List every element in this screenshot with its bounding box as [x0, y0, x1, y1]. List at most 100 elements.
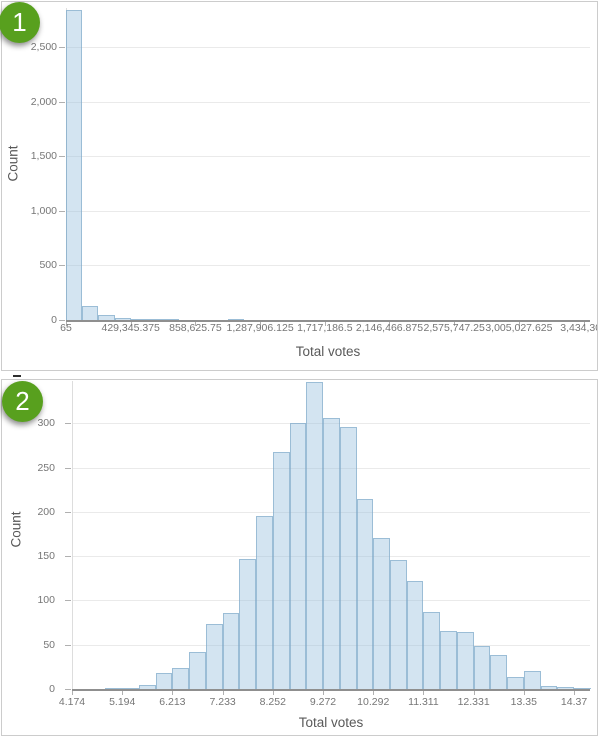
y-tick-label: 500 [39, 259, 57, 272]
x-tick-label: 5.194 [109, 696, 136, 708]
gridline [72, 556, 590, 558]
histogram-bar [323, 418, 340, 689]
x-tick-label: 6.213 [159, 696, 186, 708]
y-tick-label: 250 [37, 461, 55, 474]
x-tick [324, 321, 326, 326]
y-tick-label: 2,000 [30, 95, 57, 108]
gridline [72, 644, 590, 646]
gridline [66, 47, 590, 49]
x-tick [389, 321, 391, 326]
x-tick-label: 4.174 [58, 696, 86, 708]
histogram-bar [306, 381, 324, 689]
y-tick-mark [65, 467, 71, 469]
histogram-bar [440, 630, 457, 689]
x-tick [523, 690, 525, 695]
x-tick [518, 321, 520, 326]
histogram-bar [66, 10, 83, 320]
y-tick-label: 300 [37, 417, 55, 430]
y-tick-label: 100 [37, 594, 55, 607]
x-axis-line [72, 689, 590, 691]
histogram-bar [222, 612, 240, 689]
x-tick-label: 11.311 [408, 696, 439, 708]
x-tick [323, 690, 325, 695]
histogram-bar [98, 314, 115, 320]
histogram-bar [473, 645, 491, 689]
x-tick-label: 12.331 [457, 696, 490, 708]
y-tick-label: 2,500 [30, 41, 57, 54]
histogram-bar [523, 671, 541, 689]
histogram-bar [574, 688, 591, 690]
histogram-bar [272, 451, 290, 689]
y-tick-label: 1,500 [30, 150, 57, 163]
histogram-bar [557, 687, 575, 689]
gridline [72, 467, 590, 469]
x-tick [130, 321, 132, 326]
gridline [66, 265, 590, 267]
x-tick [122, 690, 124, 695]
y-tick-mark [65, 689, 71, 690]
histogram-bar [239, 558, 257, 689]
y-tick-label: 1,000 [30, 204, 57, 217]
histogram-bar [540, 686, 558, 689]
histogram-bar [172, 667, 190, 689]
y-tick-label: 0 [49, 683, 55, 695]
x-tick-label: 7.233 [209, 696, 236, 708]
histogram-bar [82, 306, 99, 320]
x-tick [454, 321, 456, 326]
y-tick-label: 50 [43, 638, 55, 651]
x-tick [272, 690, 274, 695]
x-tick-label: 3,005,027.625 [485, 322, 553, 334]
x-tick-label: 14.37 [560, 696, 588, 708]
y-tick-mark [59, 210, 65, 212]
x-tick-label: 858,625.75 [169, 322, 222, 334]
y-tick-mark [59, 47, 65, 49]
x-tick [260, 321, 262, 326]
gridline [66, 210, 590, 212]
x-tick [222, 690, 224, 695]
histogram-bar [138, 684, 156, 689]
histogram-bar [163, 319, 180, 321]
x-tick [423, 690, 425, 695]
x-axis-title: Total votes [295, 344, 361, 359]
histogram-bar [356, 498, 374, 689]
x-axis-title: Total votes [298, 715, 364, 730]
y-tick-mark [65, 644, 71, 646]
histogram-bar [146, 319, 164, 321]
histogram-bar [256, 515, 273, 689]
x-tick-label: 10.292 [357, 696, 390, 708]
x-tick-label: 13.35 [510, 696, 537, 708]
histogram-bar [155, 673, 173, 689]
histogram-bar [227, 319, 244, 321]
x-tick-label: 8.252 [259, 696, 286, 708]
x-tick-label: 65 [60, 322, 72, 334]
step-1-panel: 0 500 1,000 1,500 2,000 2,500 65 429,345.375 858… [1, 1, 598, 371]
step-2-panel: 0 50 100 150 200 250 300 4.174 5.194 6.213 7.233 8.… [1, 379, 598, 736]
y-tick-mark [59, 101, 65, 103]
histogram-bar [122, 688, 139, 690]
histogram-total-votes-log: 0 50 100 150 200 250 300 4.174 5.194 6.213 7.233 8.… [2, 380, 597, 735]
gridline [66, 156, 590, 158]
histogram-bar [423, 612, 441, 689]
histogram-bar [389, 559, 407, 689]
y-tick-label: 150 [37, 550, 55, 563]
histogram-bar [456, 632, 474, 689]
gridline [66, 101, 590, 103]
x-tick [66, 321, 67, 326]
x-tick [172, 690, 174, 695]
x-tick-label: 2,146,466.875 [355, 322, 424, 334]
x-tick [373, 690, 375, 695]
x-tick-label: 9.272 [309, 696, 337, 708]
x-tick-label: 429,345.375 [101, 322, 160, 334]
x-tick [583, 321, 585, 326]
x-tick [473, 690, 475, 695]
histogram-bar [189, 651, 206, 689]
y-tick-label: 0 [51, 314, 57, 326]
y-tick-mark [59, 265, 65, 267]
x-tick-label: 1,287,906.125 [226, 322, 294, 334]
histogram-bar [507, 676, 524, 689]
histogram-bar [130, 319, 147, 321]
x-tick-label: 2,575,747.25 [423, 322, 485, 334]
y-tick-mark [65, 600, 71, 602]
y-tick-mark [65, 511, 71, 513]
